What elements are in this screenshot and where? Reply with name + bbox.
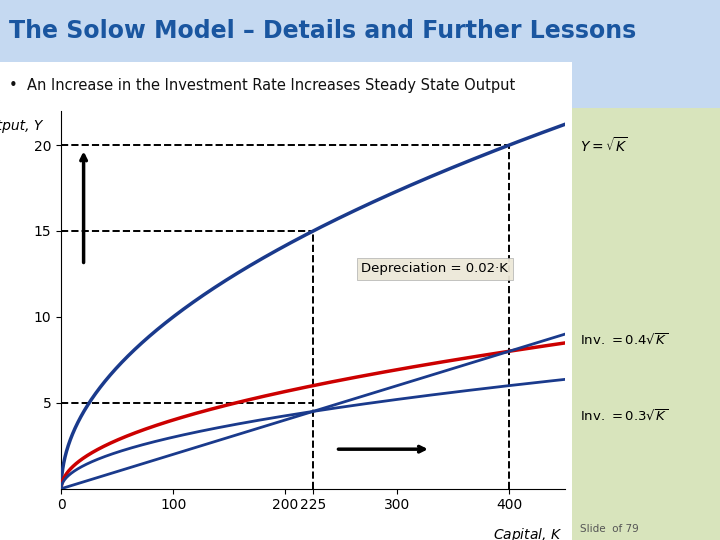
- Text: Inv. $= 0.4\sqrt{K}$: Inv. $= 0.4\sqrt{K}$: [580, 333, 668, 348]
- Text: Inv. $= 0.3\sqrt{K}$: Inv. $= 0.3\sqrt{K}$: [580, 408, 668, 423]
- Text: $Y = \sqrt{K}$: $Y = \sqrt{K}$: [580, 136, 627, 156]
- Text: Output, Y: Output, Y: [0, 119, 42, 133]
- Text: Capital, $K$: Capital, $K$: [493, 526, 563, 540]
- Text: The Solow Model – Details and Further Lessons: The Solow Model – Details and Further Le…: [9, 19, 636, 43]
- Text: •  An Increase in the Investment Rate Increases Steady State Output: • An Increase in the Investment Rate Inc…: [9, 78, 515, 92]
- Text: Slide  of 79: Slide of 79: [580, 523, 639, 534]
- Text: Depreciation = 0.02·K: Depreciation = 0.02·K: [361, 262, 508, 275]
